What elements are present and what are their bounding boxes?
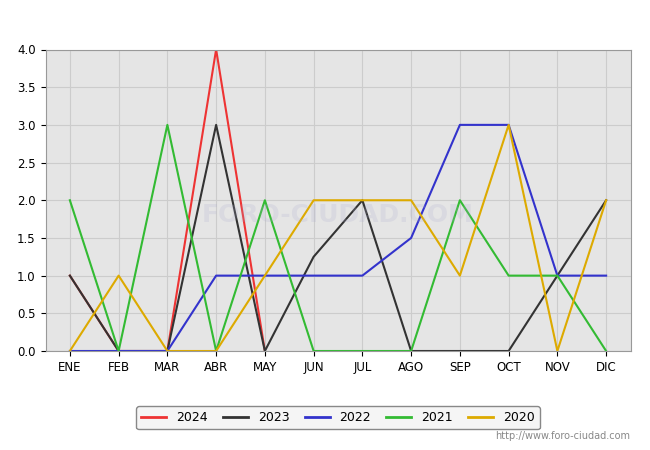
2022	[602, 273, 610, 278]
2020	[359, 198, 367, 203]
2020	[456, 273, 464, 278]
2023	[164, 348, 172, 354]
2023	[504, 348, 512, 354]
2023	[554, 273, 562, 278]
2023	[359, 198, 367, 203]
2022	[212, 273, 220, 278]
2022	[309, 273, 317, 278]
2022	[359, 273, 367, 278]
2023	[261, 348, 269, 354]
Line: 2021: 2021	[70, 125, 606, 351]
2023	[66, 273, 74, 278]
2024	[66, 273, 74, 278]
Text: FORO-CIUDAD.COM: FORO-CIUDAD.COM	[202, 203, 474, 227]
Line: 2023: 2023	[70, 125, 606, 351]
2023	[407, 348, 415, 354]
2020	[407, 198, 415, 203]
2020	[212, 348, 220, 354]
2021	[212, 348, 220, 354]
2020	[554, 348, 562, 354]
2021	[114, 348, 122, 354]
2020	[261, 273, 269, 278]
2020	[164, 348, 172, 354]
2022	[456, 122, 464, 128]
2022	[261, 273, 269, 278]
Line: 2020: 2020	[70, 125, 606, 351]
2021	[309, 348, 317, 354]
2021	[602, 348, 610, 354]
2021	[164, 122, 172, 128]
Line: 2022: 2022	[70, 125, 606, 351]
2022	[504, 122, 512, 128]
2022	[114, 348, 122, 354]
2023	[212, 122, 220, 128]
Legend: 2024, 2023, 2022, 2021, 2020: 2024, 2023, 2022, 2021, 2020	[136, 406, 540, 429]
2021	[554, 273, 562, 278]
2023	[602, 198, 610, 203]
2021	[504, 273, 512, 278]
2022	[554, 273, 562, 278]
2021	[66, 198, 74, 203]
2022	[164, 348, 172, 354]
2021	[456, 198, 464, 203]
2024	[114, 348, 122, 354]
2024	[212, 47, 220, 52]
2023	[456, 348, 464, 354]
2021	[359, 348, 367, 354]
2020	[504, 122, 512, 128]
2022	[407, 235, 415, 241]
Text: http://www.foro-ciudad.com: http://www.foro-ciudad.com	[495, 431, 630, 441]
Line: 2024: 2024	[70, 50, 265, 351]
2022	[66, 348, 74, 354]
2024	[261, 348, 269, 354]
2020	[114, 273, 122, 278]
2023	[309, 254, 317, 260]
2021	[261, 198, 269, 203]
2021	[407, 348, 415, 354]
2020	[602, 198, 610, 203]
2023	[114, 348, 122, 354]
2024	[164, 348, 172, 354]
2020	[309, 198, 317, 203]
Text: Matriculaciones de Vehiculos en Robres: Matriculaciones de Vehiculos en Robres	[161, 10, 489, 28]
2020	[66, 348, 74, 354]
